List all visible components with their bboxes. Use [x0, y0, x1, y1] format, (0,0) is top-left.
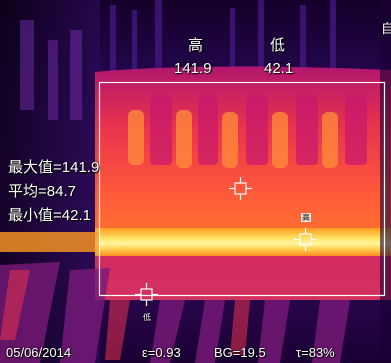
center-spot-marker[interactable] [229, 177, 252, 200]
side-mode-label: 自 [381, 22, 391, 36]
avg-temp-stat: 平均=84.7 [8, 183, 76, 200]
high-temp-value: 141.9 [174, 60, 212, 77]
transmission-value: τ=83% [296, 345, 335, 360]
high-temp-label: 高 [188, 37, 204, 54]
max-temp-stat: 最大值=141.9 [8, 159, 100, 176]
low-temp-label: 低 [270, 37, 286, 54]
capture-date: 05/06/2014 [6, 345, 72, 360]
emissivity-value: ε=0.93 [142, 345, 181, 360]
cold-spot-marker[interactable] [135, 283, 158, 306]
hot-spot-marker[interactable] [294, 228, 317, 251]
low-temp-value: 42.1 [264, 60, 294, 77]
background-temp-value: BG=19.5 [214, 345, 266, 360]
hot-spot-tag: 高 [301, 213, 311, 222]
min-temp-stat: 最小值=42.1 [8, 207, 91, 224]
roi-box[interactable] [98, 81, 386, 297]
cold-spot-tag: 低 [143, 313, 151, 322]
